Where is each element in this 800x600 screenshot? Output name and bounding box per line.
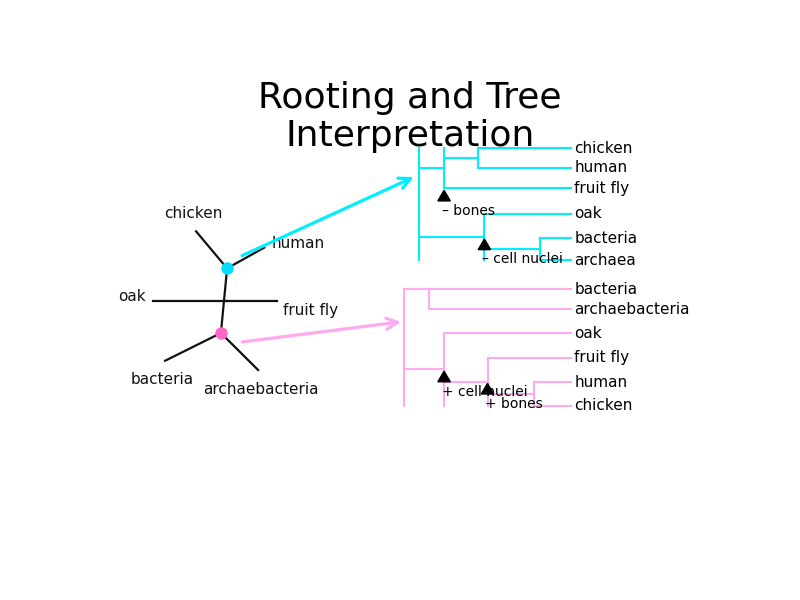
Text: oak: oak [118, 289, 146, 304]
Text: + cell nuclei: + cell nuclei [442, 385, 527, 398]
Text: oak: oak [574, 206, 602, 221]
Text: human: human [574, 375, 627, 390]
Text: + bones: + bones [485, 397, 542, 411]
Text: bacteria: bacteria [574, 281, 638, 296]
Text: fruit fly: fruit fly [574, 350, 630, 365]
Text: – bones: – bones [442, 203, 494, 218]
Text: chicken: chicken [164, 206, 222, 221]
Text: bacteria: bacteria [130, 372, 194, 388]
Text: fruit fly: fruit fly [574, 181, 630, 196]
Text: archaebacteria: archaebacteria [203, 382, 319, 397]
Text: chicken: chicken [574, 398, 633, 413]
Polygon shape [478, 239, 490, 250]
Text: bacteria: bacteria [574, 231, 638, 246]
Text: human: human [272, 236, 325, 251]
Text: oak: oak [574, 326, 602, 341]
Text: human: human [574, 160, 627, 175]
Text: archaebacteria: archaebacteria [574, 302, 690, 317]
Text: Rooting and Tree
Interpretation: Rooting and Tree Interpretation [258, 81, 562, 153]
Text: chicken: chicken [574, 141, 633, 156]
Polygon shape [438, 190, 450, 201]
Polygon shape [482, 383, 494, 394]
Text: archaea: archaea [574, 253, 636, 268]
Polygon shape [438, 371, 450, 382]
Text: – cell nuclei: – cell nuclei [482, 253, 562, 266]
Text: fruit fly: fruit fly [283, 303, 338, 318]
